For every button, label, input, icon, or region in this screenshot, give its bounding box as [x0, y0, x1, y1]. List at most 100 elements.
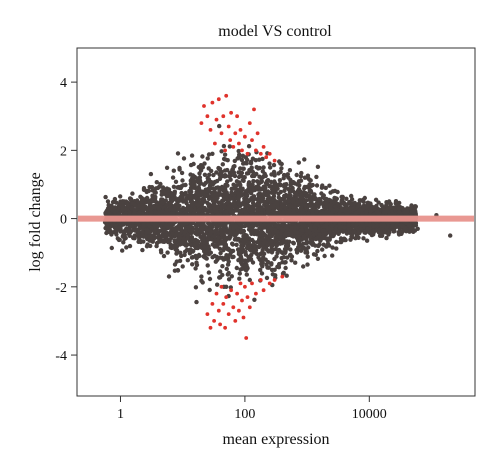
expression-point [147, 202, 153, 207]
expression-point [128, 197, 134, 202]
expression-point [248, 159, 254, 164]
expression-point [236, 258, 241, 263]
expression-point [161, 186, 166, 192]
expression-point [181, 156, 187, 161]
expression-point [222, 239, 228, 244]
expression-point [346, 223, 351, 228]
expression-point [367, 222, 373, 227]
expression-point [136, 230, 141, 235]
expression-point [312, 224, 317, 229]
expression-point [283, 205, 288, 211]
expression-point [158, 248, 164, 253]
expression-point [250, 182, 255, 187]
expression-point [242, 161, 248, 166]
expression-point [354, 222, 359, 227]
expression-point [281, 270, 286, 275]
expression-point [198, 243, 203, 248]
expression-point [107, 229, 113, 234]
expression-point [321, 242, 326, 247]
expression-point [236, 170, 241, 175]
expression-point [262, 233, 268, 238]
expression-point [340, 194, 345, 200]
expression-point [229, 210, 235, 215]
expression-point [257, 232, 262, 238]
expression-point [263, 185, 268, 191]
expression-point [290, 180, 296, 185]
expression-point [259, 186, 264, 192]
expression-point [209, 168, 214, 174]
expression-point [152, 221, 157, 226]
expression-point [284, 244, 289, 249]
expression-point [364, 222, 369, 227]
expression-point [103, 210, 108, 216]
expression-point [376, 211, 382, 216]
expression-point [189, 194, 195, 199]
expression-point [301, 236, 306, 241]
expression-point [310, 182, 315, 188]
expression-point [308, 226, 313, 232]
expression-point [298, 174, 304, 179]
expression-point [144, 195, 150, 201]
expression-point [353, 210, 358, 216]
expression-point [289, 254, 295, 259]
expression-point [191, 211, 196, 216]
expression-point [323, 231, 328, 236]
expression-point [283, 265, 288, 271]
expression-point [270, 272, 275, 277]
expression-point [291, 208, 296, 214]
expression-point [314, 174, 319, 180]
expression-point [306, 211, 311, 216]
expression-point [317, 196, 322, 202]
expression-point [123, 235, 128, 241]
expression-point [295, 230, 300, 235]
expression-point [129, 206, 135, 211]
expression-point [257, 174, 262, 179]
expression-point [411, 209, 416, 215]
expression-point [361, 205, 367, 210]
expression-point [317, 242, 322, 247]
expression-point [242, 199, 247, 204]
expression-point [218, 192, 223, 197]
expression-point [242, 258, 248, 263]
expression-point [222, 152, 228, 157]
expression-point [305, 254, 310, 259]
expression-point [196, 239, 201, 244]
expression-point [182, 252, 187, 258]
expression-point [267, 249, 272, 254]
expression-point [223, 223, 228, 228]
expression-point [146, 222, 151, 227]
expression-point [266, 223, 271, 228]
expression-point [170, 231, 175, 237]
expression-point [204, 208, 210, 213]
expression-point [238, 228, 244, 233]
expression-point [163, 198, 168, 203]
expression-point [208, 250, 213, 255]
expression-point [258, 211, 263, 217]
expression-point [105, 199, 111, 204]
expression-point [364, 238, 370, 243]
expression-point [301, 264, 306, 269]
expression-point [212, 234, 217, 239]
expression-point [209, 180, 214, 185]
expression-point [278, 234, 283, 240]
expression-point [264, 262, 269, 267]
expression-point [116, 211, 122, 217]
expression-point [119, 204, 125, 209]
expression-point [376, 200, 381, 205]
expression-point [257, 157, 262, 162]
expression-point [299, 170, 304, 176]
expression-point [342, 225, 347, 230]
expression-point [243, 211, 248, 216]
expression-point [269, 261, 274, 266]
expression-point [374, 203, 379, 209]
expression-point [400, 223, 405, 229]
expression-point [157, 238, 162, 243]
expression-point [194, 226, 199, 231]
expression-point [289, 230, 294, 236]
expression-point [220, 162, 225, 167]
expression-point [175, 268, 180, 273]
expression-point [218, 227, 223, 232]
expression-point [161, 228, 167, 233]
expression-point [307, 230, 312, 235]
expression-point [340, 229, 346, 234]
